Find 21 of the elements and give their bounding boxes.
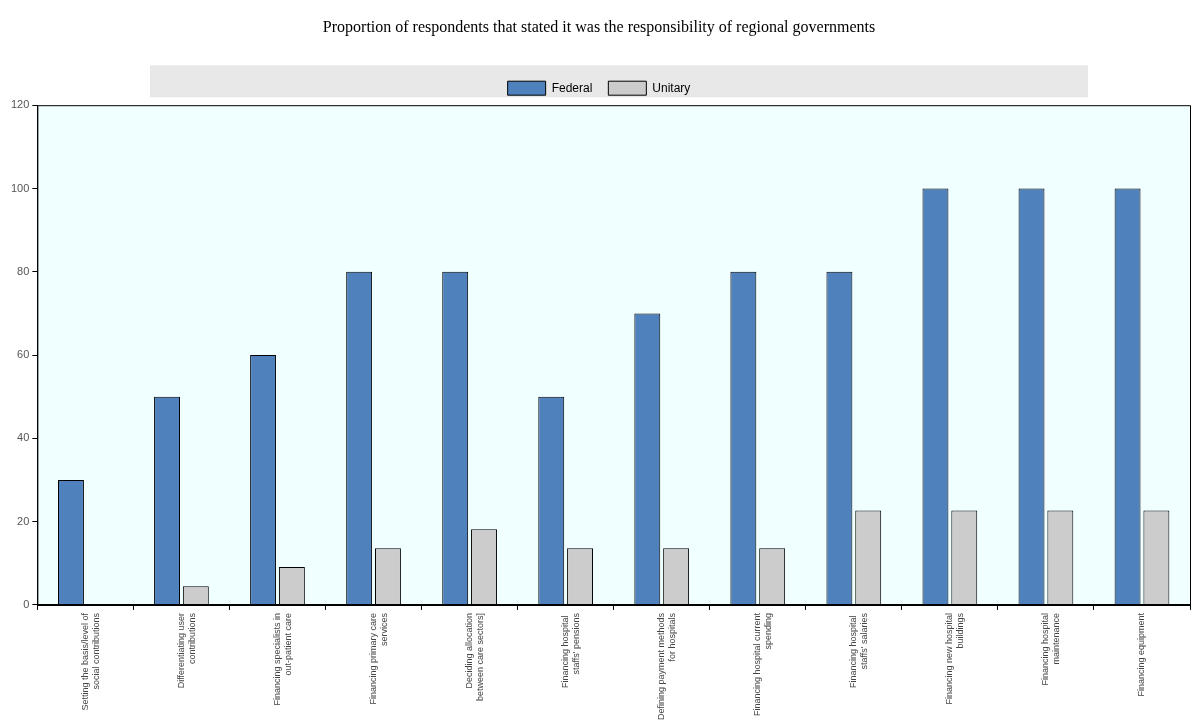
- y-tick-label: 100: [10, 181, 30, 194]
- x-tick-label: Financing hospital staffs' salaries: [848, 612, 870, 688]
- y-tick-label: 0: [23, 597, 30, 610]
- x-tick-label: Financing hospital staffs' pensions: [560, 612, 581, 688]
- legend-label: Federal: [551, 80, 593, 95]
- y-tick-label: 120: [10, 98, 30, 111]
- y-tick-label: 40: [17, 431, 30, 444]
- x-tick-label: Financing hospital current spending: [752, 612, 774, 716]
- x-tick-label: Financing primary care services: [368, 612, 389, 705]
- x-tick-label: Differentiating user contributions: [175, 612, 197, 689]
- x-tick-label: Defining payment methods for hospitals: [656, 612, 677, 720]
- x-tick-label: Financing specialists in out-patient care: [271, 612, 293, 706]
- legend-label: Unitary: [652, 80, 691, 95]
- y-tick-label: 20: [17, 514, 30, 527]
- x-tick-label: Financing equipment: [1136, 612, 1147, 697]
- y-tick-label: 60: [17, 348, 30, 361]
- chart-title: Proportion of respondents that stated it was the responsibility of regional governments: [322, 17, 876, 36]
- x-tick-label: Setting the basis/level of social contributions: [79, 612, 101, 711]
- x-tick-label: Financing new hospital buildings: [944, 612, 966, 705]
- y-tick-label: 80: [17, 264, 30, 277]
- x-tick-label: Financing hospital maintenance: [1040, 612, 1062, 686]
